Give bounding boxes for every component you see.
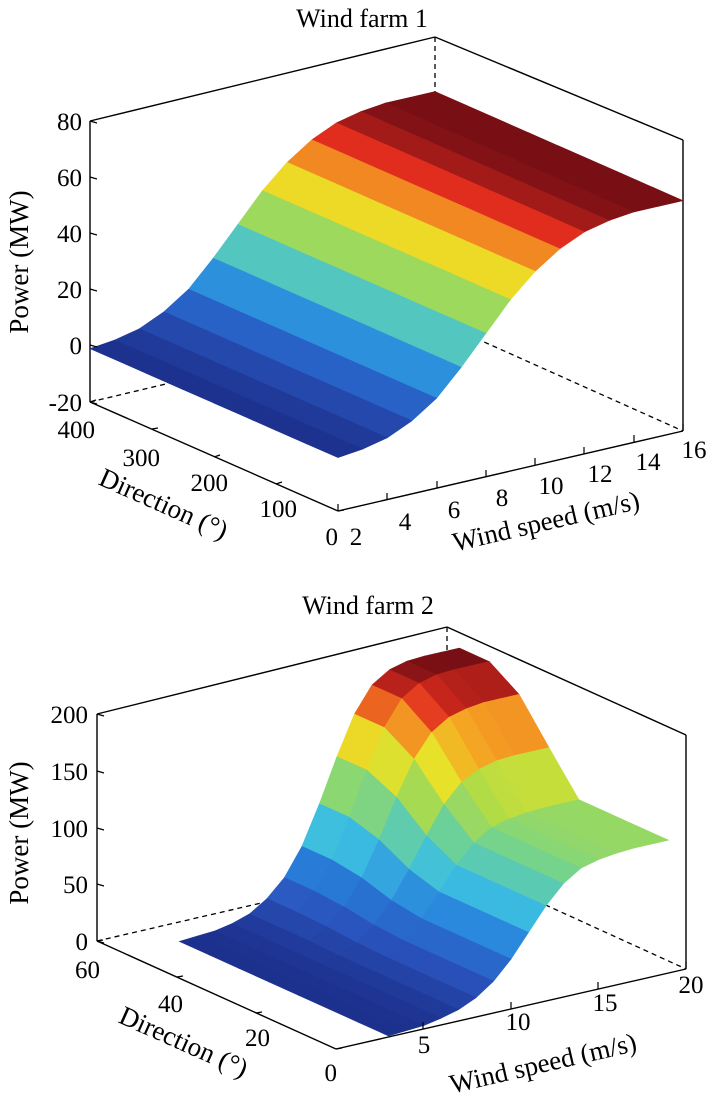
wind-speed-tick-marks [337,424,684,511]
z-tick-label: 150 [51,759,89,786]
z-tick-label: -20 [49,390,82,417]
z-tick-marks [89,120,98,405]
z-tick-label: 0 [70,333,83,360]
wind-speed-axis: 2 4 6 8 10 12 14 16 Wind speed (m/s) [337,424,707,557]
wind-speed-tick-label: 2 [350,524,363,551]
z-axis-label: Power (MW) [4,761,34,904]
z-tick-label: 80 [57,109,82,136]
chart-title: Wind farm 2 [302,591,434,620]
z-axis: 80 60 40 20 0 -20 Power (MW) [4,109,98,417]
direction-axis-label: Direction (°) [115,1000,253,1083]
z-tick-label: 200 [51,702,89,729]
z-tick-marks [96,713,105,944]
wind-speed-tick-label: 6 [448,497,461,524]
direction-tick-label: 400 [58,417,96,444]
chart-wind-farm-2: Wind farm 2 200 150 100 50 [4,591,704,1099]
wind-speed-tick-label: 5 [418,1032,431,1059]
wind-speed-tick-label: 20 [679,972,704,999]
z-axis-label: Power (MW) [4,190,34,333]
surface-patch [306,435,364,458]
direction-tick-label: 40 [158,991,183,1018]
wind-speed-tick-label: 16 [682,437,707,464]
direction-tick-label: 300 [123,445,161,472]
wind-speed-axis-label: Wind speed (m/s) [447,1027,640,1099]
direction-tick-label: 0 [325,1060,338,1087]
z-tick-label: 20 [57,277,82,304]
surface-patch [357,1016,407,1037]
wind-speed-tick-marks [422,962,687,1029]
wind-speed-tick-label: 14 [636,449,662,476]
z-tick-label: 40 [57,221,82,248]
chart-wind-farm-1: Wind farm 1 80 60 [4,4,707,557]
direction-tick-label: 200 [191,470,229,497]
wind-speed-tick-label: 10 [506,1009,531,1036]
wind-speed-tick-label: 15 [593,990,618,1017]
direction-tick-marks [89,399,345,512]
direction-tick-label: 0 [326,524,339,551]
wind-speed-tick-label: 4 [399,509,412,536]
direction-tick-label: 20 [245,1025,270,1052]
wind-speed-tick-label: 12 [588,461,613,488]
z-tick-label: 100 [51,816,89,843]
z-tick-label: 60 [57,165,82,192]
z-tick-label: 50 [63,872,88,899]
surface-wind-farm-1 [89,91,684,458]
direction-tick-label: 60 [75,957,100,984]
z-axis: 200 150 100 50 0 Power (MW) [4,702,105,956]
surface-wind-farm-2 [178,647,670,1037]
z-tick-label: 0 [76,929,89,956]
chart-title: Wind farm 1 [296,4,428,33]
direction-tick-label: 100 [260,496,298,523]
wind-speed-tick-label: 8 [496,485,509,512]
direction-tick-marks [96,939,343,1050]
wind-speed-tick-label: 10 [539,473,564,500]
